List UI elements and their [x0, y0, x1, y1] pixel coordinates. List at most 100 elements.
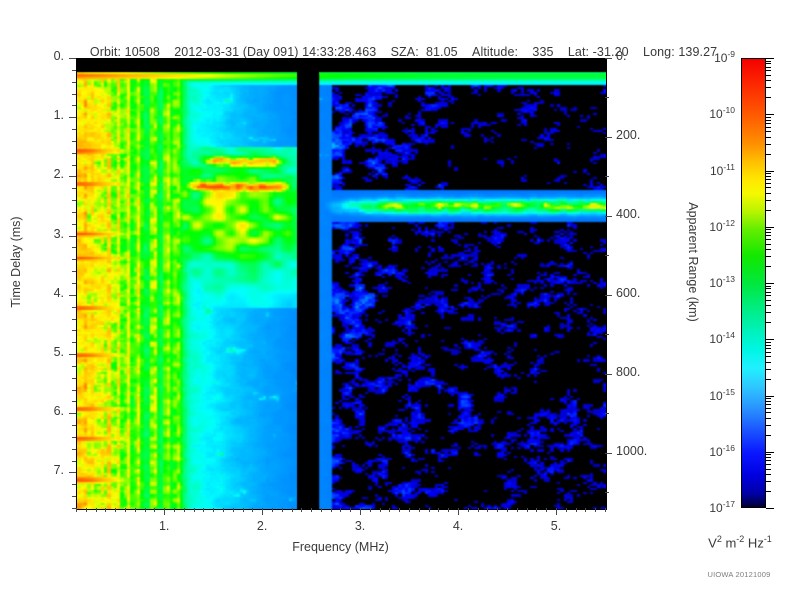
- colorbar-tick-minor: [766, 295, 771, 296]
- y-left-tick-minor: [72, 449, 76, 450]
- colorbar-tick-minor: [766, 154, 771, 155]
- colorbar-tick-minor: [766, 305, 771, 306]
- y-left-tick-minor: [72, 484, 76, 485]
- x-tick-minor: [145, 508, 146, 512]
- colorbar-gradient: [741, 58, 766, 508]
- y-left-tick-minor: [72, 212, 76, 213]
- colorbar-tick-minor: [766, 210, 771, 211]
- colorbar-tick-minor: [766, 179, 771, 180]
- colorbar-tick-major: [766, 171, 774, 172]
- y-left-tick-minor: [72, 224, 76, 225]
- x-tick-minor: [135, 508, 136, 512]
- colorbar-tick-minor: [766, 127, 771, 128]
- x-tick-label: 3.: [354, 519, 366, 533]
- colorbar-tick-minor: [766, 61, 771, 62]
- y-right-tick-minor: [605, 492, 609, 493]
- y-left-tick-major: [69, 176, 76, 177]
- y-left-tick-minor: [72, 259, 76, 260]
- x-tick-minor: [194, 508, 195, 512]
- y-right-tick-major: [605, 216, 612, 217]
- x-tick-minor: [409, 508, 410, 512]
- header-long-value: 139.27: [678, 45, 718, 59]
- y-left-tick-minor: [72, 378, 76, 379]
- y-left-tick-label: 4.: [53, 285, 64, 300]
- x-tick-minor: [429, 508, 430, 512]
- colorbar-tick-minor: [766, 404, 771, 405]
- y-right-tick-label: 400.: [616, 206, 641, 221]
- x-tick-label: 4.: [452, 519, 464, 533]
- colorbar-tick-minor: [766, 193, 771, 194]
- x-tick-minor: [605, 508, 606, 512]
- colorbar-tick-minor: [766, 239, 771, 240]
- colorbar-tick-minor: [766, 183, 771, 184]
- colorbar-tick-label: 10-14: [709, 330, 735, 347]
- x-tick-minor: [370, 508, 371, 512]
- colorbar-tick-minor: [766, 474, 771, 475]
- colorbar-tick-major: [766, 452, 774, 453]
- y-left-tick-minor: [72, 247, 76, 248]
- y-right-tick-major: [605, 137, 612, 138]
- y-left-tick-label: 2.: [53, 167, 64, 182]
- colorbar-tick-minor: [766, 229, 771, 230]
- colorbar-tick-minor: [766, 292, 771, 293]
- colorbar-tick-minor: [766, 300, 771, 301]
- y-left-tick-major: [69, 58, 76, 59]
- x-tick-minor: [536, 508, 537, 512]
- colorbar-tick-major: [766, 396, 774, 397]
- y-left-tick-minor: [72, 94, 76, 95]
- x-tick-minor: [115, 508, 116, 512]
- header-info-line: Orbit: 10508 2012-03-31 (Day 091) 14:33:…: [0, 31, 800, 59]
- y-left-tick-minor: [72, 401, 76, 402]
- y-left-tick-minor: [72, 165, 76, 166]
- y-left-tick-minor: [72, 307, 76, 308]
- colorbar-tick-minor: [766, 379, 771, 380]
- colorbar-tick-minor: [766, 249, 771, 250]
- colorbar-tick-minor: [766, 454, 771, 455]
- colorbar-tick-minor: [766, 137, 771, 138]
- colorbar-tick-minor: [766, 187, 771, 188]
- colorbar-tick-major: [766, 339, 774, 340]
- x-tick-minor: [448, 508, 449, 512]
- colorbar-tick-minor: [766, 123, 771, 124]
- colorbar-tick-minor: [766, 256, 771, 257]
- colorbar-tick-minor: [766, 342, 771, 343]
- colorbar-tick-minor: [766, 131, 771, 132]
- x-tick-minor: [585, 508, 586, 512]
- y-left-tick-label: 1.: [53, 108, 64, 123]
- colorbar-tick-minor: [766, 63, 771, 64]
- x-tick-minor: [331, 508, 332, 512]
- colorbar-tick-minor: [766, 352, 771, 353]
- y-left-tick-minor: [72, 330, 76, 331]
- x-tick-minor: [223, 508, 224, 512]
- x-tick-label: 5.: [550, 519, 562, 533]
- x-tick-minor: [96, 508, 97, 512]
- x-tick-minor: [350, 508, 351, 512]
- header-orbit-value: 10508: [124, 45, 160, 59]
- x-tick-minor: [282, 508, 283, 512]
- y-left-tick-minor: [72, 129, 76, 130]
- colorbar-tick-minor: [766, 87, 771, 88]
- header-sza-label: SZA:: [390, 45, 419, 59]
- y-left-tick-minor: [72, 271, 76, 272]
- x-tick-major: [164, 508, 165, 515]
- y-left-tick-label: 5.: [53, 345, 64, 360]
- colorbar-tick-label: 10-9: [714, 49, 735, 65]
- colorbar-tick-minor: [766, 266, 771, 267]
- y-left-tick-minor: [72, 366, 76, 367]
- colorbar-tick-major: [766, 283, 774, 284]
- x-tick-minor: [468, 508, 469, 512]
- x-tick-minor: [527, 508, 528, 512]
- x-tick-minor: [438, 508, 439, 512]
- x-tick-minor: [478, 508, 479, 512]
- y-left-tick-label: 3.: [53, 226, 64, 241]
- colorbar-tick-label: 10-16: [709, 442, 735, 459]
- header-long-label: Long:: [643, 45, 675, 59]
- x-tick-minor: [321, 508, 322, 512]
- y-right-tick-major: [605, 374, 612, 375]
- x-tick-major: [556, 508, 557, 515]
- y-right-tick-minor: [605, 97, 609, 98]
- y-left-tick-minor: [72, 437, 76, 438]
- y-right-tick-major: [605, 295, 612, 296]
- colorbar-tick-minor: [766, 362, 771, 363]
- colorbar-tick-minor: [766, 491, 771, 492]
